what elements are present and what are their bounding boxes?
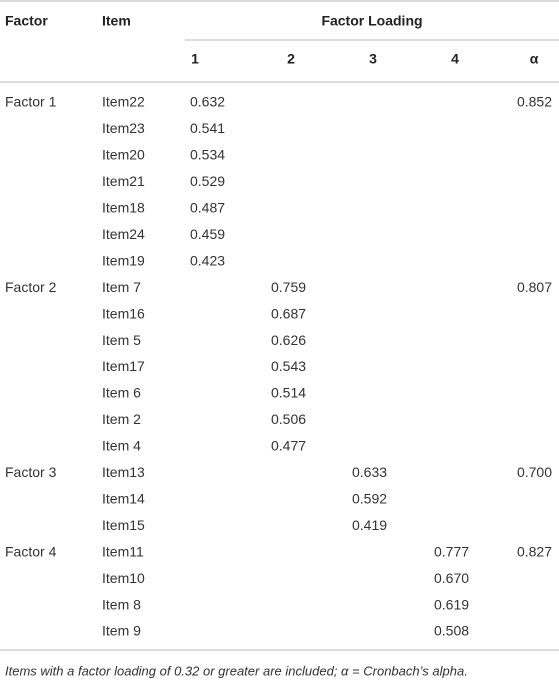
cell: 0.759 [271,279,306,295]
cell: Item24 [102,226,145,242]
cell: Item18 [102,200,145,216]
cell: 0.633 [352,464,387,480]
cell: 0.700 [517,464,552,480]
cell: 0.827 [517,543,552,559]
cell: Item15 [102,517,145,533]
cell: 0.777 [434,543,469,559]
cell: 0.487 [190,200,225,216]
cell: 0.541 [190,120,225,136]
header-cell: α [530,51,539,67]
cell: Item20 [102,147,145,163]
header-cell: 1 [191,51,199,67]
footnote: Items with a factor loading of 0.32 or g… [5,663,468,678]
cell: 0.423 [190,252,225,268]
cell: Item 6 [102,385,141,401]
cell: Item 2 [102,411,141,427]
cell: 0.514 [271,385,306,401]
header-cell: Item [102,13,131,29]
cell: Factor 1 [5,94,57,110]
cell: Factor 4 [5,543,57,559]
cell: Factor 2 [5,279,57,295]
cell: 0.852 [517,94,552,110]
cell: Item21 [102,173,145,189]
cell: Item23 [102,120,145,136]
cell: Factor 3 [5,464,57,480]
cell: Item13 [102,464,145,480]
cell: Item 4 [102,438,141,454]
cell: 0.807 [517,279,552,295]
cell: Item17 [102,358,145,374]
cell: 0.592 [352,490,387,506]
cell: Item16 [102,305,145,321]
header-cell: 4 [451,51,459,67]
header-group: Factor Loading [321,13,422,29]
cell: 0.632 [190,94,225,110]
cell: 0.506 [271,411,306,427]
header-cell: 3 [369,51,377,67]
header-cell: Factor [5,13,48,29]
cell: 0.670 [434,570,469,586]
cell: 0.477 [271,438,306,454]
cell: Item 5 [102,332,141,348]
header-cell: 2 [287,51,295,67]
cell: Item 8 [102,596,141,612]
cell: 0.543 [271,358,306,374]
cell: Item22 [102,94,145,110]
cell: 0.508 [434,623,469,639]
cell: Item 7 [102,279,141,295]
cell: 0.419 [352,517,387,533]
cell: 0.687 [271,305,306,321]
cell: 0.626 [271,332,306,348]
cell: Item11 [102,543,144,559]
cell: 0.529 [190,173,225,189]
cell: 0.534 [190,147,225,163]
cell: Item14 [102,490,145,506]
cell: 0.619 [434,596,469,612]
cell: 0.459 [190,226,225,242]
cell: Item10 [102,570,145,586]
cell: Item19 [102,252,145,268]
cell: Item 9 [102,623,141,639]
